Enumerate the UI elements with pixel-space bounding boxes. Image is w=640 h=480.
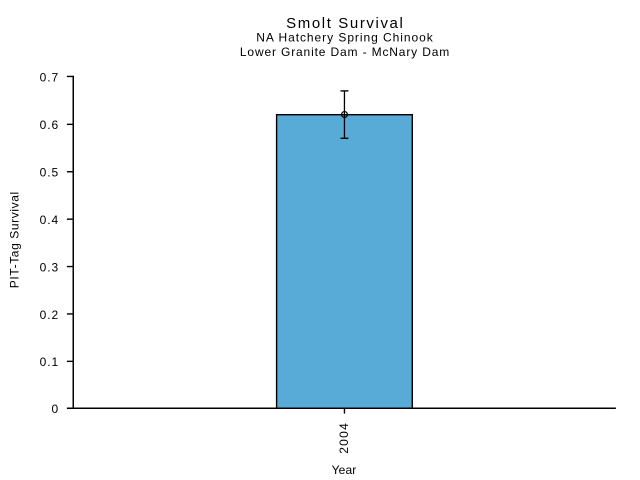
svg-text:Smolt Survival: Smolt Survival — [286, 15, 404, 32]
svg-text:0.4: 0.4 — [40, 213, 60, 227]
svg-text:0.2: 0.2 — [40, 308, 60, 322]
svg-text:NA Hatchery Spring Chinook: NA Hatchery Spring Chinook — [256, 30, 433, 44]
svg-text:0.1: 0.1 — [40, 355, 60, 369]
svg-text:Year: Year — [332, 463, 357, 477]
svg-text:0: 0 — [52, 402, 60, 416]
svg-text:0.3: 0.3 — [40, 260, 60, 274]
svg-text:Lower Granite Dam - McNary Dam: Lower Granite Dam - McNary Dam — [240, 45, 450, 59]
svg-text:0.7: 0.7 — [40, 70, 60, 84]
svg-text:2004: 2004 — [337, 422, 351, 454]
svg-text:0.6: 0.6 — [40, 118, 60, 132]
svg-text:PIT-Tag Survival: PIT-Tag Survival — [8, 191, 22, 288]
svg-text:0.5: 0.5 — [40, 166, 60, 180]
